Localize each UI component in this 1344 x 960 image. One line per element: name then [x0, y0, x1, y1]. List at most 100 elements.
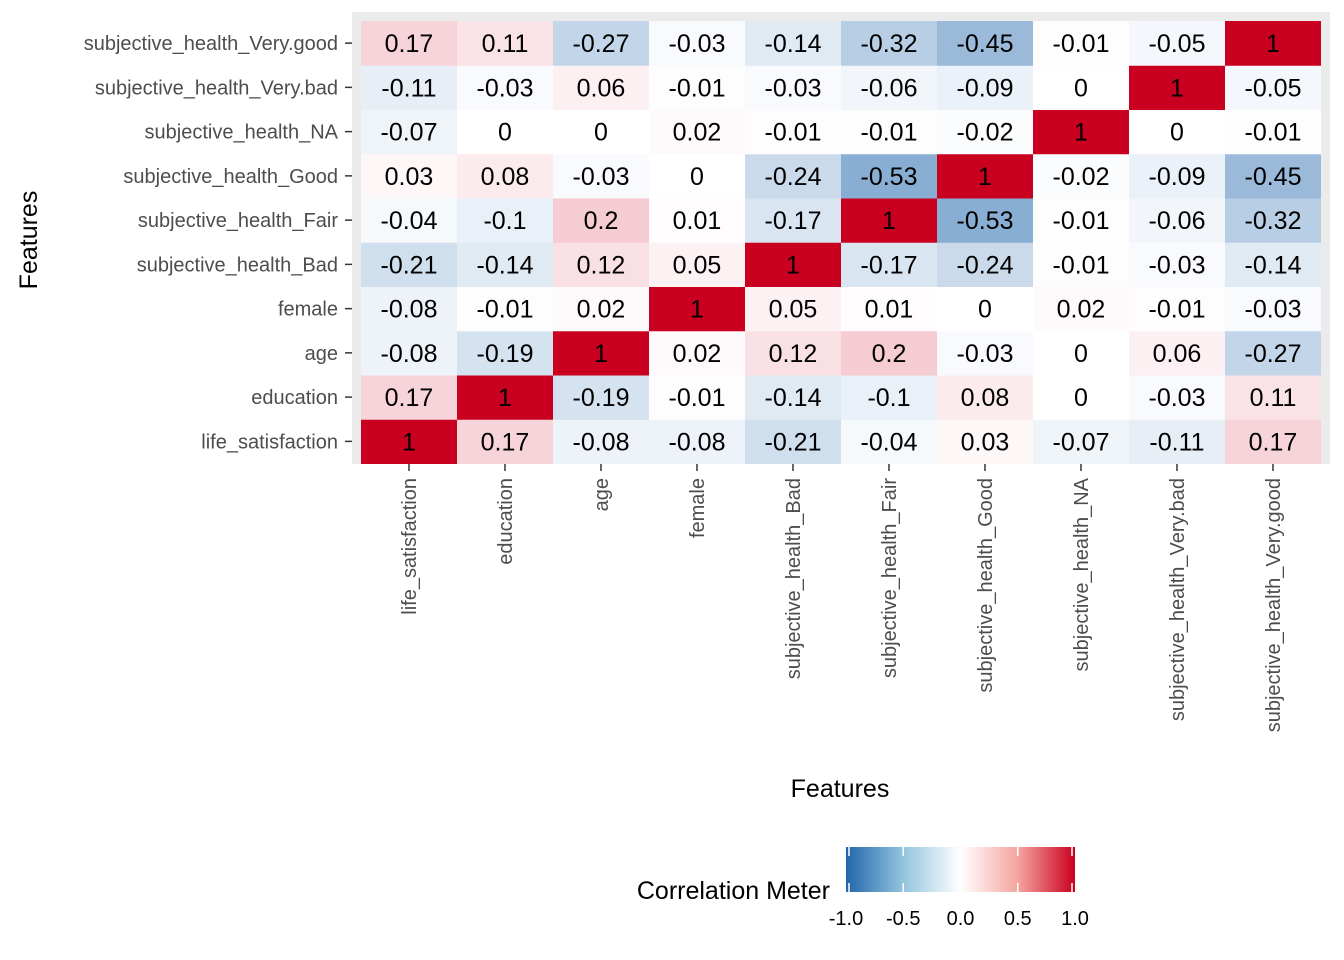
heatmap-cell	[361, 65, 457, 110]
cell-value-label: 1	[882, 207, 896, 235]
heatmap-cell	[649, 375, 745, 420]
heatmap-cell	[361, 109, 457, 155]
cell-value-label: 0	[978, 296, 992, 324]
heatmap-cell	[1129, 330, 1225, 376]
cell-value-label: 0.06	[1153, 340, 1202, 368]
cell-value-label: 0.08	[481, 163, 530, 191]
cell-value-label: -0.01	[669, 74, 726, 102]
heatmap-cell	[457, 375, 553, 420]
heatmap-cell	[937, 198, 1033, 243]
heatmap-cell	[937, 65, 1033, 110]
x-tick-label: subjective_health_Fair	[879, 478, 901, 678]
cell-value-label: -0.03	[1149, 384, 1206, 412]
cell-value-label: -0.01	[477, 296, 534, 324]
heatmap-cell	[457, 242, 553, 287]
legend-tick-label: 1.0	[1061, 908, 1089, 930]
cell-value-label: -0.53	[957, 207, 1014, 235]
cell-value-label: 1	[1170, 74, 1184, 102]
heatmap-cell	[361, 198, 457, 243]
cell-value-label: 0.02	[1057, 296, 1106, 324]
cell-value-label: -0.01	[1053, 207, 1110, 235]
cell-value-label: -0.1	[483, 207, 526, 235]
heatmap-cell	[1225, 286, 1321, 332]
cell-value-label: -0.32	[1245, 207, 1302, 235]
cell-value-label: 0.17	[1249, 428, 1298, 456]
legend-title: Correlation Meter	[637, 877, 830, 905]
heatmap-cell	[1033, 242, 1129, 287]
heatmap-cell	[553, 286, 649, 332]
heatmap-cell	[361, 286, 457, 332]
heatmap-cell	[841, 419, 937, 464]
cell-value-label: -0.06	[861, 74, 918, 102]
cell-value-label: -0.27	[573, 30, 630, 58]
cell-value-label: 0.2	[584, 207, 619, 235]
cell-value-label: 0.12	[577, 251, 626, 279]
y-tick-label: female	[278, 299, 338, 321]
heatmap-cell	[1225, 21, 1321, 66]
cell-value-label: -0.03	[1245, 296, 1302, 324]
cell-value-label: 0.02	[673, 340, 722, 368]
heatmap-cell	[649, 65, 745, 110]
y-tick-label: subjective_health_Very.good	[84, 33, 338, 55]
heatmap-cell	[649, 109, 745, 155]
cell-value-label: 0.03	[961, 428, 1010, 456]
cell-value-label: -0.06	[1149, 207, 1206, 235]
cell-value-label: -0.19	[477, 340, 534, 368]
cell-value-label: -0.45	[957, 30, 1014, 58]
heatmap-cells	[361, 21, 1321, 464]
cell-value-label: -0.01	[861, 119, 918, 147]
heatmap-cell	[649, 198, 745, 243]
cell-value-label: -0.01	[1053, 251, 1110, 279]
cell-value-label: 0	[690, 163, 704, 191]
heatmap-cell	[1033, 419, 1129, 464]
heatmap-cell	[841, 198, 937, 243]
cell-value-label: 0.17	[481, 428, 530, 456]
cell-value-label: 0.02	[673, 119, 722, 147]
heatmap-cell	[457, 286, 553, 332]
heatmap-cell	[937, 330, 1033, 376]
heatmap-cell	[745, 286, 841, 332]
heatmap-cell	[1225, 65, 1321, 110]
cell-value-label: -0.27	[1245, 340, 1302, 368]
heatmap-cell	[1225, 375, 1321, 420]
heatmap-cell	[553, 21, 649, 66]
heatmap-cell	[937, 153, 1033, 199]
cell-value-label: -0.08	[669, 428, 726, 456]
heatmap-cell	[1225, 242, 1321, 287]
cell-value-label: -0.08	[381, 340, 438, 368]
cell-value-label: 0	[1170, 119, 1184, 147]
cell-value-label: -0.09	[957, 74, 1014, 102]
cell-value-label: 1	[1074, 119, 1088, 147]
x-axis-title: Features	[791, 775, 890, 803]
heatmap-cell	[457, 198, 553, 243]
heatmap-cell	[649, 330, 745, 376]
heatmap-cell	[937, 419, 1033, 464]
cell-value-label: 0.11	[482, 30, 529, 58]
cell-value-label: 1	[498, 384, 512, 412]
cell-value-label: 0.17	[385, 30, 434, 58]
heatmap-cell	[841, 153, 937, 199]
heatmap-cell	[745, 419, 841, 464]
cell-value-label: 1	[690, 296, 704, 324]
y-axis-title: Features	[15, 191, 43, 290]
heatmap-cell	[1225, 153, 1321, 199]
cell-value-label: -0.04	[861, 428, 918, 456]
heatmap-cell	[841, 242, 937, 287]
y-tick-label: age	[305, 343, 338, 365]
heatmap-cell	[937, 21, 1033, 66]
cell-value-label: 0	[498, 119, 512, 147]
heatmap-cell	[361, 330, 457, 376]
x-tick-label: subjective_health_Very.bad	[1167, 478, 1189, 721]
y-tick-label: subjective_health_Very.bad	[95, 77, 338, 99]
cell-value-label: -0.01	[765, 119, 822, 147]
heatmap-cell	[649, 286, 745, 332]
cell-value-label: -0.01	[1245, 119, 1302, 147]
cell-value-label: -0.21	[381, 251, 438, 279]
heatmap-cell	[649, 242, 745, 287]
cell-value-label: -0.09	[1149, 163, 1206, 191]
x-tick-label: subjective_health_NA	[1071, 477, 1093, 671]
cell-value-label: -0.17	[765, 207, 822, 235]
heatmap-cell	[553, 419, 649, 464]
cell-value-label: -0.45	[1245, 163, 1302, 191]
x-tick-label: subjective_health_Good	[975, 478, 997, 693]
